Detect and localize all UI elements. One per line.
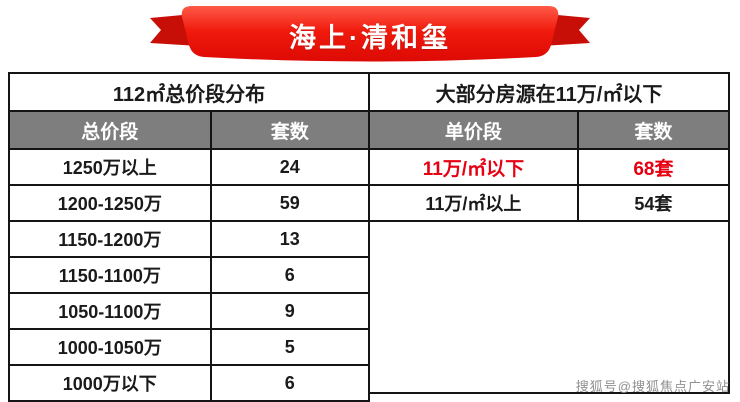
ribbon-shape [150, 6, 590, 62]
total-price-table-title: 112㎡总价段分布 [8, 72, 370, 112]
banner: 海上·清和玺 [0, 0, 740, 68]
price-tables: 112㎡总价段分布 总价段 套数 1250万以上 24 1200-1250万 5… [8, 72, 732, 402]
count-cell: 68套 [576, 148, 731, 186]
table-row: 1200-1250万 59 [8, 184, 371, 222]
empty-row [368, 220, 730, 394]
price-range-cell: 1150-1100万 [8, 256, 212, 294]
table-header-row: 总价段 套数 [8, 110, 371, 150]
table-title-row: 大部分房源在11万/㎡以下 [368, 72, 730, 112]
count-cell: 6 [209, 364, 371, 402]
table-row: 11万/㎡以上 54套 [368, 184, 731, 222]
column-header-price-range: 总价段 [8, 110, 212, 150]
price-range-cell: 1150-1200万 [8, 220, 212, 258]
count-cell: 24 [209, 148, 371, 186]
price-range-cell: 1000万以下 [8, 364, 212, 402]
count-cell: 13 [209, 220, 371, 258]
unit-price-table: 大部分房源在11万/㎡以下 单价段 套数 11万/㎡以下 68套 11万/㎡以上… [368, 72, 731, 394]
unit-price-cell: 11万/㎡以上 [368, 184, 579, 222]
price-range-cell: 1000-1050万 [8, 328, 212, 366]
table-header-row: 单价段 套数 [368, 110, 731, 150]
watermark: 搜狐号@搜狐焦点广安站 [575, 379, 730, 394]
column-header-unit-price: 单价段 [368, 110, 579, 150]
table-row: 1000-1050万 5 [8, 328, 371, 366]
unit-price-table-title: 大部分房源在11万/㎡以下 [368, 72, 730, 112]
price-range-cell: 1250万以上 [8, 148, 212, 186]
count-cell: 9 [209, 292, 371, 330]
table-row: 1150-1200万 13 [8, 220, 371, 258]
column-header-count: 套数 [576, 110, 731, 150]
count-cell: 6 [209, 256, 371, 294]
unit-price-cell: 11万/㎡以下 [368, 148, 579, 186]
price-range-cell: 1200-1250万 [8, 184, 212, 222]
total-price-table: 112㎡总价段分布 总价段 套数 1250万以上 24 1200-1250万 5… [8, 72, 371, 402]
price-range-cell: 1050-1100万 [8, 292, 212, 330]
empty-area [368, 220, 730, 394]
count-cell: 5 [209, 328, 371, 366]
page-title: 海上·清和玺 [289, 23, 451, 53]
table-row-highlighted: 11万/㎡以下 68套 [368, 148, 731, 186]
count-cell: 59 [209, 184, 371, 222]
table-row: 1150-1100万 6 [8, 256, 371, 294]
table-row: 1250万以上 24 [8, 148, 371, 186]
column-header-count: 套数 [209, 110, 371, 150]
table-title-row: 112㎡总价段分布 [8, 72, 370, 112]
count-cell: 54套 [576, 184, 731, 222]
table-row: 1050-1100万 9 [8, 292, 371, 330]
table-row: 1000万以下 6 [8, 364, 371, 402]
